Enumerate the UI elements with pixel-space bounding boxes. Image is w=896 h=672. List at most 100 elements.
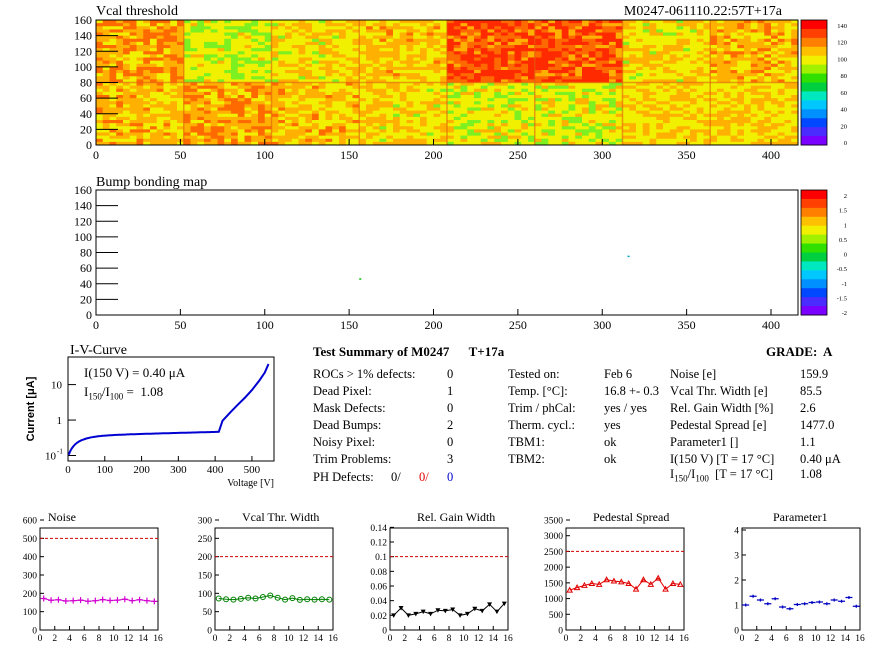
map-cell: [561, 32, 569, 37]
map-cell: [561, 35, 569, 40]
map-cell: [791, 73, 799, 77]
map-cell: [116, 60, 124, 65]
chart-x-tick-label: 4: [769, 634, 774, 644]
map-cell: [771, 57, 779, 62]
map-cell: [588, 32, 596, 37]
map-cell: [494, 104, 502, 108]
map-cell: [190, 35, 198, 40]
map-cell: [784, 20, 792, 24]
map-cell: [480, 54, 488, 58]
map-cell: [744, 138, 752, 143]
map-cell: [717, 60, 725, 65]
map-cell: [413, 45, 421, 49]
map-cell: [447, 57, 455, 62]
map-cell: [420, 20, 428, 24]
chart-x-tick-label: 2: [227, 634, 232, 644]
map-cell: [136, 63, 144, 68]
map-cell: [264, 79, 272, 83]
map-cell: [156, 98, 164, 102]
map-cell: [426, 116, 434, 121]
chart-x-tick-label: 6: [608, 634, 613, 644]
map-cell: [156, 132, 164, 137]
map-cell: [278, 126, 286, 130]
map-cell: [460, 85, 468, 90]
map-cell: [440, 141, 448, 146]
map-cell: [332, 70, 340, 74]
map-cell: [649, 41, 657, 46]
map-cell: [298, 141, 306, 146]
y-tick-label: 60: [80, 91, 92, 105]
map-cell: [143, 138, 151, 143]
map-cell: [379, 63, 387, 68]
map-cell: [156, 35, 164, 40]
chart-point: [771, 597, 779, 601]
map-cell: [602, 98, 610, 102]
map-cell: [325, 29, 333, 33]
map-cell: [595, 60, 603, 65]
map-cell: [467, 120, 475, 124]
map-cell: [629, 76, 637, 80]
map-cell: [602, 23, 610, 27]
map-cell: [332, 79, 340, 83]
map-cell: [244, 120, 252, 124]
map-cell: [642, 63, 650, 68]
summary-grade: GRADE: A: [766, 344, 833, 359]
map-cell: [352, 141, 360, 146]
map-cell: [332, 101, 340, 105]
map-cell: [649, 126, 657, 130]
map-cell: [123, 66, 131, 71]
map-cell: [332, 41, 340, 46]
map-cell: [710, 26, 718, 30]
map-cell: [669, 48, 677, 52]
map-cell: [467, 29, 475, 33]
map-cell: [663, 48, 671, 52]
map-cell: [656, 38, 664, 43]
map-cell: [197, 48, 205, 52]
map-cell: [399, 23, 407, 27]
map-cell: [710, 135, 718, 140]
map-cell: [663, 95, 671, 99]
map-cell: [285, 113, 293, 118]
map-cell: [325, 85, 333, 90]
map-cell: [622, 141, 630, 146]
map-cell: [231, 60, 239, 65]
map-cell: [453, 45, 461, 49]
map-cell: [791, 132, 799, 137]
map-cell: [150, 20, 158, 24]
map-cell: [109, 76, 117, 80]
map-cell: [528, 45, 536, 49]
chart-point: [326, 596, 333, 603]
map-cell: [285, 132, 293, 137]
map-cell: [440, 135, 448, 140]
map-cell: [588, 38, 596, 43]
map-cell: [690, 95, 698, 99]
map-cell: [278, 63, 286, 68]
map-cell: [143, 129, 151, 133]
map-cell: [399, 110, 407, 115]
map-cell: [224, 116, 232, 121]
map-cell: [541, 116, 549, 121]
map-cell: [507, 138, 515, 143]
map-cell: [271, 73, 279, 77]
map-cell: [264, 66, 272, 71]
map-cell: [649, 23, 657, 27]
map-cell: [143, 41, 151, 46]
map-cell: [649, 66, 657, 71]
map-cell: [541, 82, 549, 87]
map-cell: [224, 85, 232, 90]
map-cell: [730, 38, 738, 43]
map-cell: [534, 110, 542, 115]
map-cell: [737, 26, 745, 30]
map-cell: [177, 132, 185, 137]
map-cell: [204, 95, 212, 99]
chart-point: [852, 604, 860, 608]
map-cell: [237, 132, 245, 137]
map-cell: [460, 38, 468, 43]
map-cell: [413, 123, 421, 127]
map-cell: [318, 104, 326, 108]
map-cell: [487, 26, 495, 30]
map-cell: [534, 70, 542, 74]
map-cell: [460, 32, 468, 37]
map-cell: [393, 35, 401, 40]
map-cell: [460, 113, 468, 118]
